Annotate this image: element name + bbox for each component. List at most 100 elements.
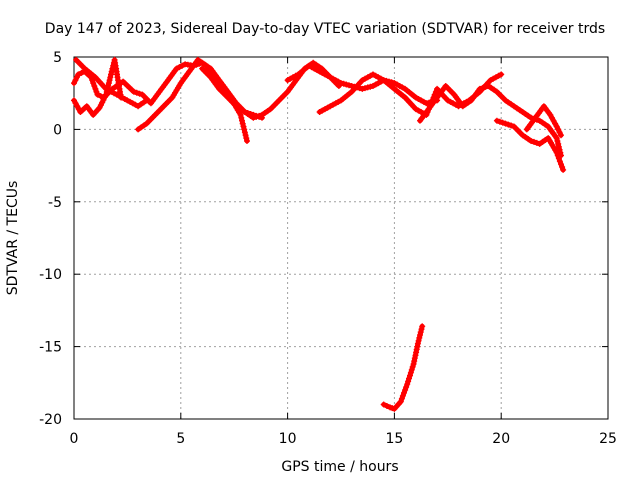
plus-marker bbox=[94, 91, 101, 98]
plus-marker bbox=[243, 135, 250, 142]
plus-marker bbox=[399, 392, 406, 399]
x-tick-labels: 0 5 10 15 20 25 bbox=[70, 431, 617, 447]
plus-marker bbox=[256, 112, 263, 119]
plus-marker bbox=[133, 89, 140, 96]
plus-marker bbox=[407, 372, 413, 379]
x-tick-label: 0 bbox=[70, 431, 79, 447]
x-tick-label: 20 bbox=[492, 431, 510, 447]
plus-marker bbox=[397, 398, 404, 405]
plus-marker bbox=[136, 90, 143, 97]
plus-marker bbox=[238, 114, 245, 121]
y-tick-label: 5 bbox=[53, 50, 62, 66]
plus-marker bbox=[237, 111, 244, 118]
plus-marker bbox=[250, 114, 257, 121]
plus-marker bbox=[242, 132, 249, 139]
plus-marker bbox=[132, 101, 139, 108]
plus-marker bbox=[411, 355, 418, 362]
plus-marker bbox=[502, 120, 509, 127]
plot-frame bbox=[73, 56, 609, 420]
x-axis-label: GPS time / hours bbox=[281, 459, 398, 475]
plus-marker bbox=[403, 384, 410, 391]
plus-marker bbox=[89, 77, 96, 84]
plus-marker bbox=[496, 118, 503, 125]
plus-marker bbox=[343, 81, 350, 88]
plus-marker bbox=[553, 149, 560, 156]
plus-marker bbox=[75, 71, 82, 78]
plus-marker bbox=[555, 143, 562, 150]
plus-marker bbox=[380, 401, 387, 408]
plus-marker bbox=[416, 334, 423, 341]
plus-marker bbox=[364, 84, 371, 91]
series-arc-8 bbox=[417, 83, 564, 159]
series-arc-11 bbox=[380, 323, 426, 412]
plus-marker bbox=[417, 332, 423, 338]
x-tick-label: 5 bbox=[176, 431, 185, 447]
plus-marker bbox=[490, 75, 497, 82]
plus-marker bbox=[554, 138, 561, 144]
plus-marker bbox=[531, 138, 537, 145]
plus-marker bbox=[143, 97, 150, 104]
plus-marker bbox=[553, 135, 560, 142]
plus-marker bbox=[499, 119, 506, 126]
plus-marker bbox=[93, 88, 100, 95]
plus-marker bbox=[108, 71, 114, 78]
plus-marker bbox=[78, 69, 85, 76]
plus-marker bbox=[241, 129, 248, 136]
plus-marker bbox=[241, 126, 248, 133]
plus-marker bbox=[479, 84, 486, 91]
plus-marker bbox=[408, 366, 415, 373]
plus-marker bbox=[493, 117, 500, 124]
plus-marker bbox=[327, 74, 334, 81]
plus-marker bbox=[106, 77, 113, 84]
plus-marker bbox=[383, 403, 390, 409]
y-tick-label: -15 bbox=[39, 340, 62, 356]
chart-title: Day 147 of 2023, Sidereal Day-to-day VTE… bbox=[45, 21, 605, 37]
plus-marker bbox=[97, 93, 104, 100]
plus-marker bbox=[240, 123, 247, 130]
plus-marker bbox=[556, 158, 563, 165]
plus-marker bbox=[402, 387, 409, 393]
plus-marker bbox=[419, 323, 426, 330]
plus-marker bbox=[253, 113, 260, 120]
plus-marker bbox=[452, 101, 459, 108]
plus-marker bbox=[362, 75, 368, 82]
plus-marker bbox=[404, 381, 411, 388]
x-tick-label: 10 bbox=[279, 431, 297, 447]
series-arc-10 bbox=[523, 103, 564, 139]
plus-marker bbox=[508, 122, 515, 129]
plus-marker bbox=[432, 88, 439, 95]
plus-marker bbox=[239, 117, 245, 124]
plus-marker bbox=[398, 395, 405, 402]
plus-marker bbox=[559, 164, 566, 170]
plus-marker bbox=[555, 155, 562, 162]
plus-marker bbox=[405, 378, 412, 385]
plus-marker bbox=[406, 375, 412, 382]
plus-marker bbox=[498, 71, 505, 78]
y-axis-label: SDTVAR / TECUs bbox=[5, 181, 21, 296]
plus-marker bbox=[92, 85, 99, 92]
x-tick-label: 15 bbox=[385, 431, 403, 447]
plus-marker bbox=[105, 80, 112, 87]
plus-marker bbox=[239, 120, 246, 127]
plus-marker bbox=[505, 121, 512, 128]
plus-marker bbox=[476, 85, 483, 92]
plus-marker bbox=[338, 80, 344, 87]
plus-marker bbox=[409, 363, 416, 370]
y-tick-label: 0 bbox=[53, 122, 62, 138]
y-tick-labels: 5 0 -5 -10 -15 -20 bbox=[39, 50, 62, 428]
plus-marker bbox=[130, 88, 137, 95]
plus-marker bbox=[415, 337, 422, 344]
series-arc-3 bbox=[73, 56, 150, 110]
x-tick-label: 25 bbox=[599, 431, 617, 447]
plus-marker bbox=[554, 152, 561, 159]
plus-marker bbox=[560, 166, 567, 173]
y-tick-label: -10 bbox=[39, 267, 62, 283]
data-series bbox=[71, 56, 567, 412]
plus-marker bbox=[555, 126, 562, 133]
plus-marker bbox=[417, 329, 424, 336]
plus-marker bbox=[528, 138, 535, 144]
series-arc-9 bbox=[493, 117, 567, 173]
plus-marker bbox=[418, 326, 425, 333]
plus-marker bbox=[558, 132, 564, 139]
